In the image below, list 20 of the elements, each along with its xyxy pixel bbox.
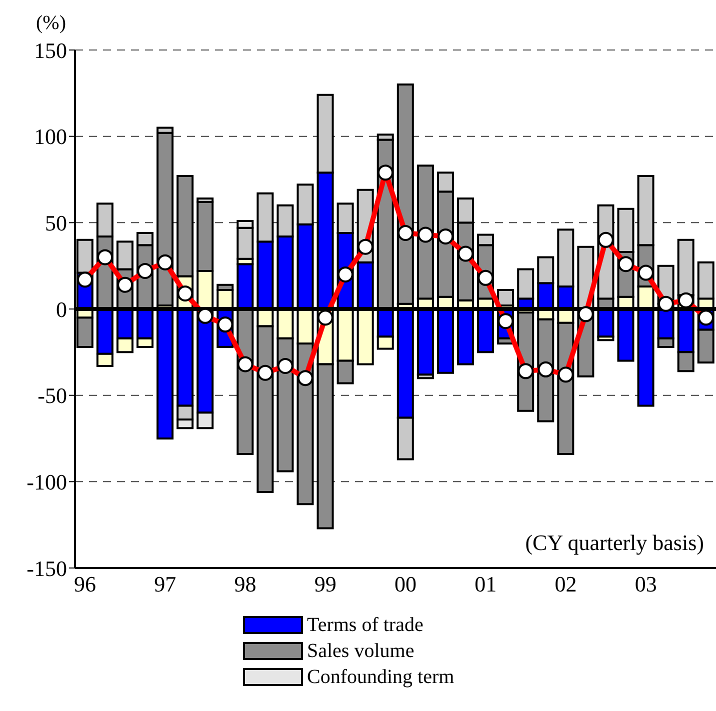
x-tick-label: 98 bbox=[234, 572, 256, 597]
y-tick-label: -150 bbox=[26, 556, 67, 581]
y-tick-label: 100 bbox=[34, 124, 67, 150]
x-tick-label: 00 bbox=[394, 572, 417, 597]
x-tick-label: 03 bbox=[634, 572, 657, 597]
x-tick-label: 99 bbox=[314, 572, 336, 597]
legend-label: Confounding term bbox=[307, 665, 454, 690]
x-tick-label: 97 bbox=[154, 572, 176, 597]
y-axis-title: (%) bbox=[36, 12, 66, 35]
y-tick-label: -100 bbox=[26, 469, 67, 494]
legend-label: Sales volume bbox=[307, 639, 414, 664]
y-tick-label: 50 bbox=[45, 210, 67, 236]
x-tick-label: 02 bbox=[554, 572, 577, 597]
y-tick-label: -50 bbox=[38, 383, 67, 408]
annotation: (CY quarterly basis) bbox=[525, 530, 704, 556]
x-tick-label: 01 bbox=[474, 572, 497, 597]
legend-label: Terms of trade bbox=[307, 613, 424, 638]
y-tick-label: 150 bbox=[34, 38, 67, 63]
x-tick-label: 96 bbox=[74, 572, 96, 597]
y-tick-label: 0 bbox=[56, 296, 67, 322]
